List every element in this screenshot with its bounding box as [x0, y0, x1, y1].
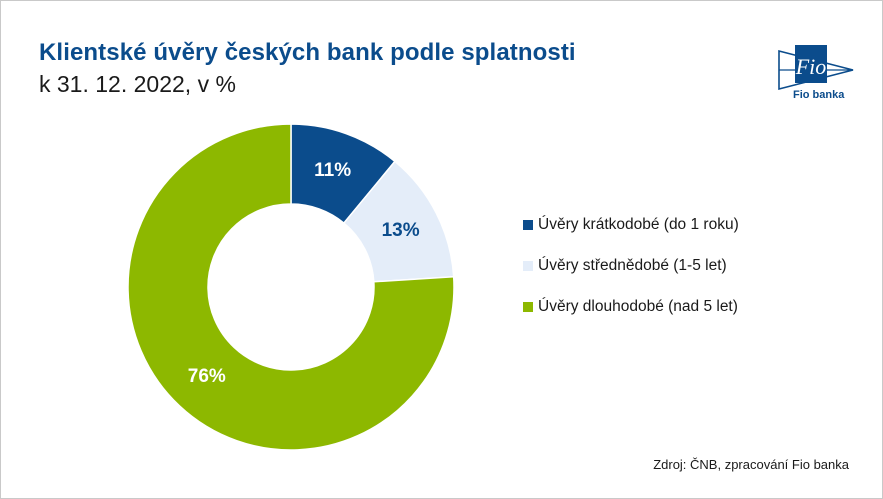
source-note: Zdroj: ČNB, zpracování Fio banka	[653, 457, 849, 472]
logo-mark-text: Fio	[795, 54, 827, 79]
data-label-short-term: 11%	[314, 160, 352, 182]
legend-swatch-long-term	[523, 302, 533, 312]
donut-slice-long-term	[127, 123, 455, 451]
chart-title: Klientské úvěry českých bank podle splat…	[39, 39, 576, 66]
legend-item-medium-term: Úvěry střednědobé (1-5 let)	[523, 256, 739, 276]
legend-item-long-term: Úvěry dlouhodobé (nad 5 let)	[523, 297, 739, 317]
legend-swatch-short-term	[523, 220, 533, 230]
fio-logo-icon: Fio	[778, 45, 854, 91]
chart-legend: Úvěry krátkodobé (do 1 roku) Úvěry střed…	[523, 215, 739, 338]
legend-label-long-term: Úvěry dlouhodobé (nad 5 let)	[538, 298, 738, 315]
data-label-medium-term: 13%	[381, 220, 420, 242]
legend-item-short-term: Úvěry krátkodobé (do 1 roku)	[523, 215, 739, 235]
legend-label-medium-term: Úvěry střednědobé (1-5 let)	[538, 257, 727, 274]
logo-caption: Fio banka	[793, 89, 845, 101]
legend-swatch-medium-term	[523, 261, 533, 271]
data-label-long-term: 76%	[187, 365, 226, 387]
chart-subtitle: k 31. 12. 2022, v %	[39, 71, 236, 97]
legend-label-short-term: Úvěry krátkodobé (do 1 roku)	[538, 216, 739, 233]
